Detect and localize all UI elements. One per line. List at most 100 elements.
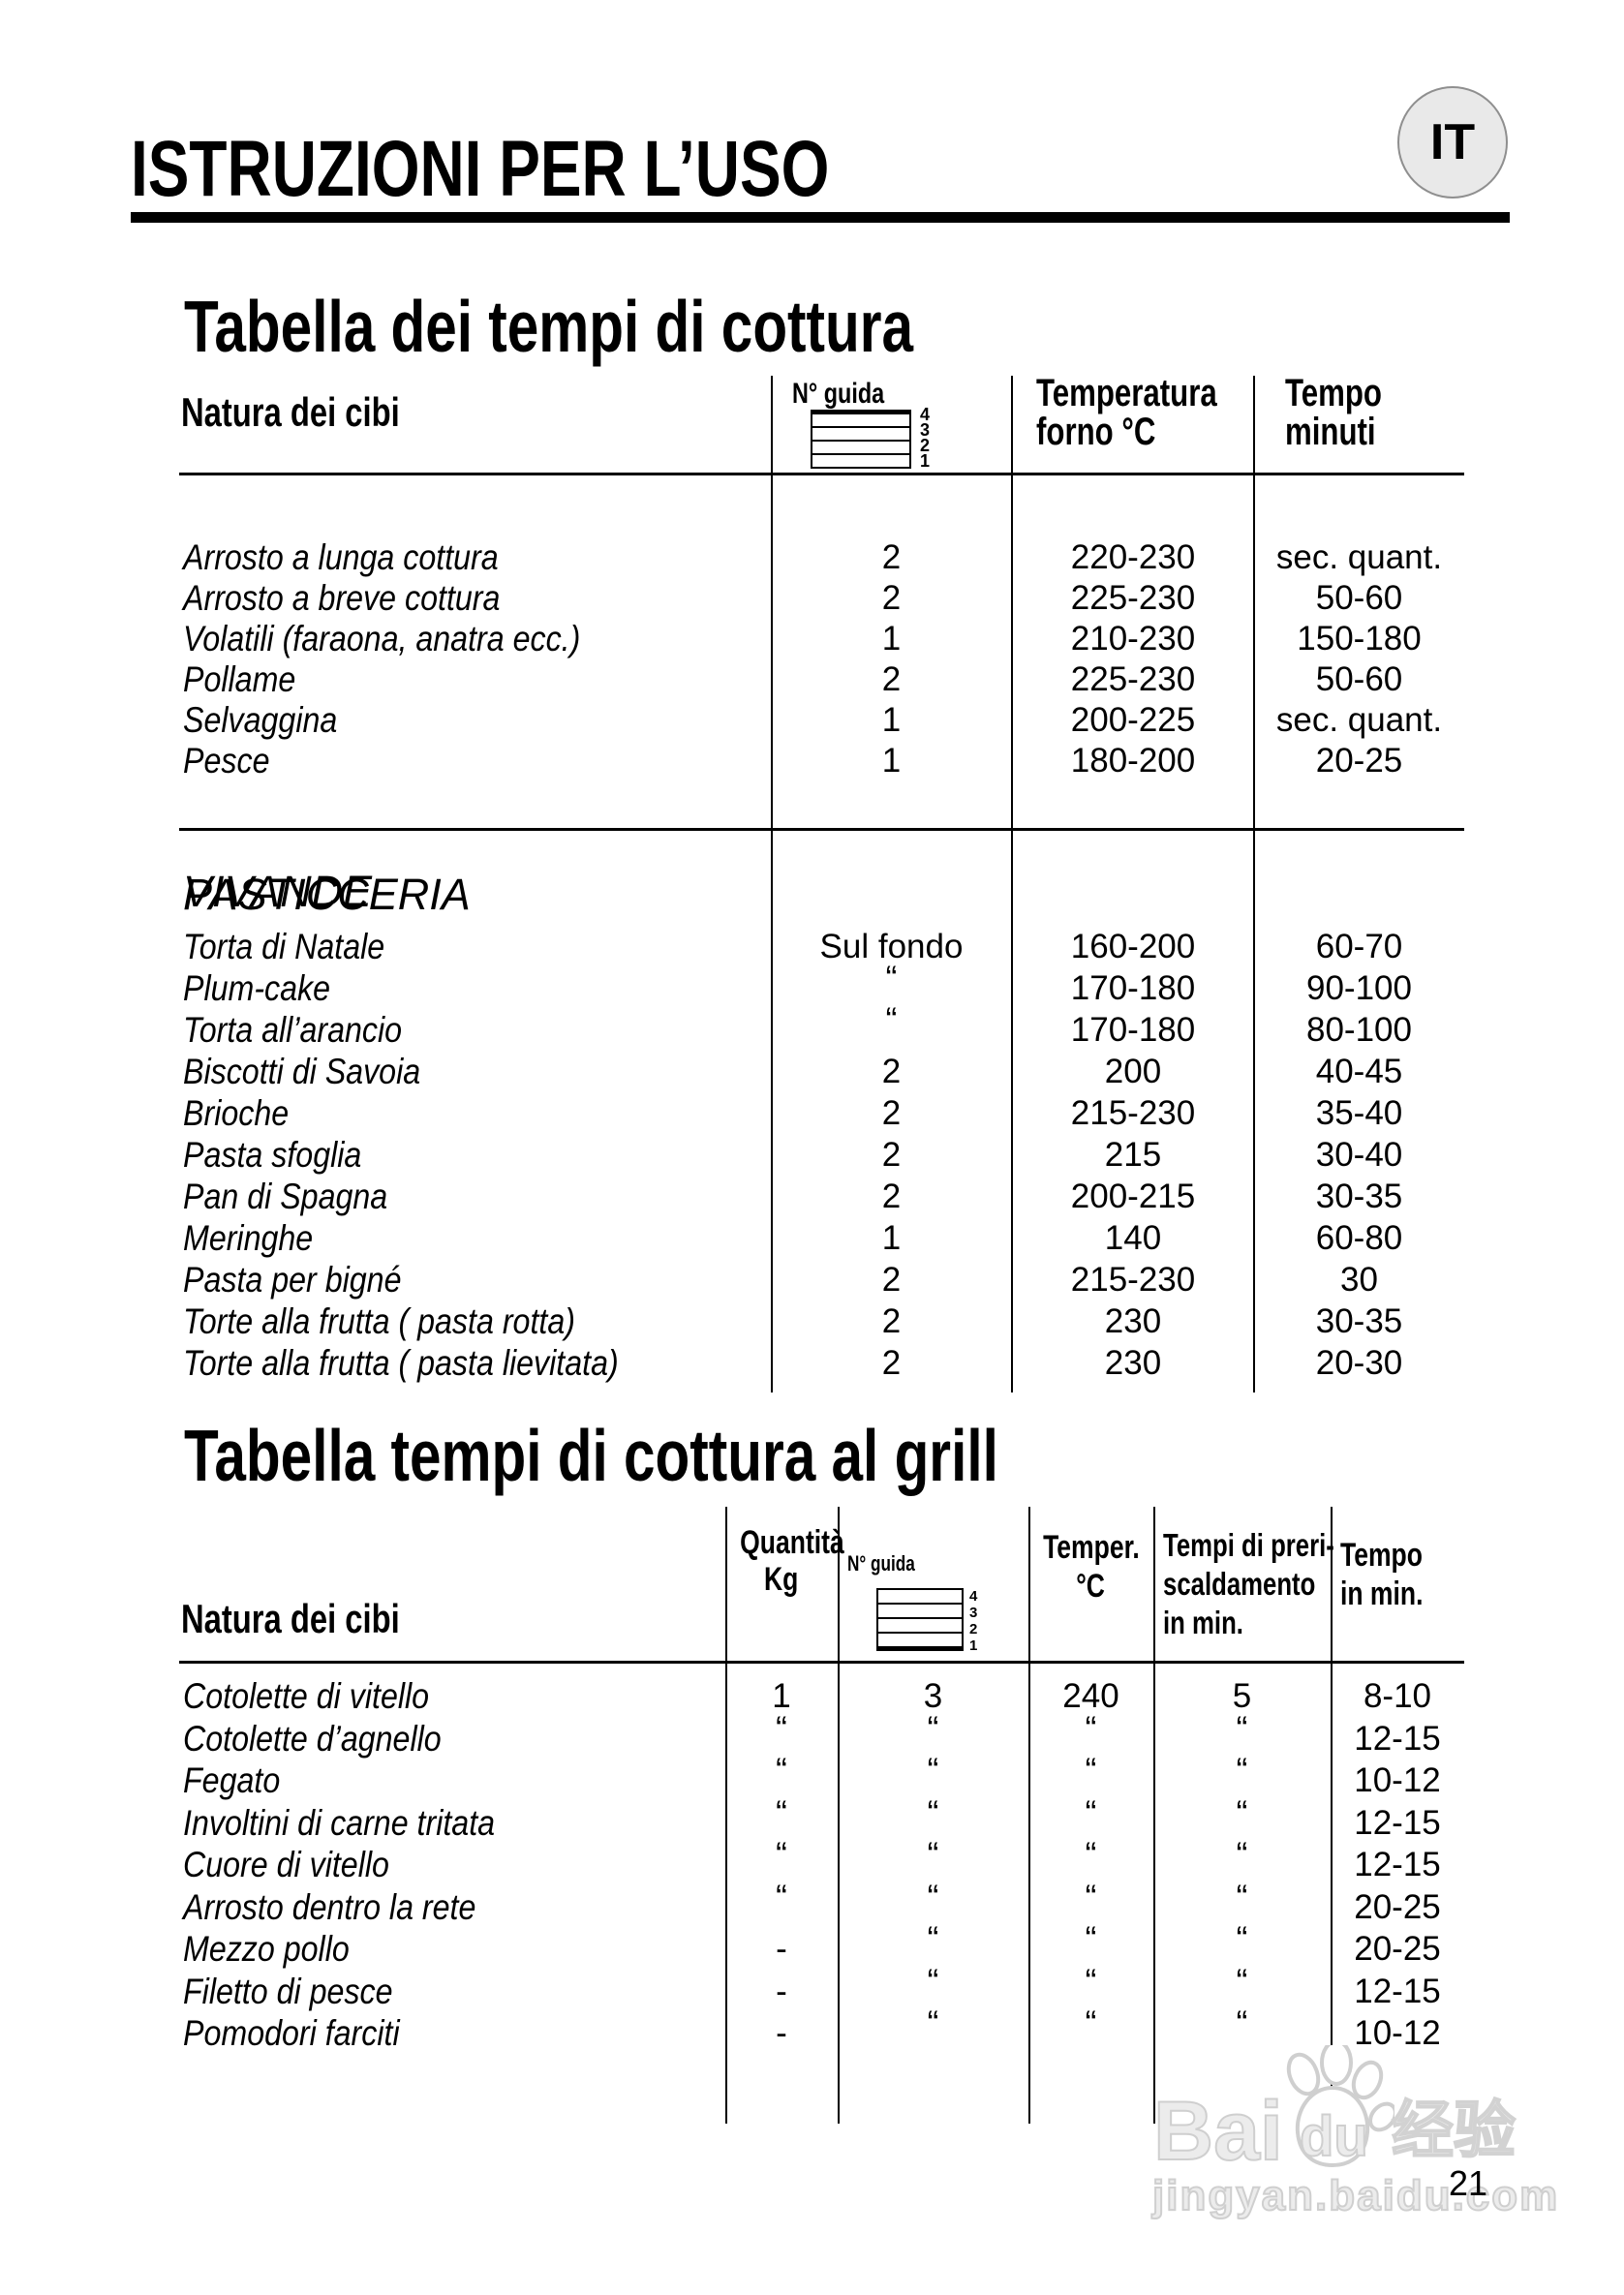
food-name: Meringhe <box>183 1217 314 1258</box>
food-name: Pasta per bigné <box>183 1259 402 1300</box>
column-header-food: Natura dei cibi <box>181 1596 400 1641</box>
guide-value: 1 <box>881 741 902 780</box>
preheat-value: “ <box>1236 1709 1248 1748</box>
column-divider <box>1153 1507 1155 2124</box>
food-name: Brioche <box>183 1092 290 1133</box>
watermark-brand-left: Bai <box>1152 2085 1284 2178</box>
food-name: Plum-cake <box>183 967 331 1008</box>
time-value: 60-70 <box>1315 927 1403 965</box>
time-value: 10-12 <box>1354 1760 1441 1799</box>
guide-value: Sul fondo <box>819 927 964 965</box>
table-row: Torte alla frutta ( pasta rotta) 2 230 3… <box>179 1300 1464 1342</box>
food-name: Pollame <box>183 658 296 699</box>
preheat-value: “ <box>1236 1878 1248 1916</box>
time-value: 12-15 <box>1354 1803 1441 1842</box>
time-value: 12-15 <box>1354 1972 1441 2010</box>
preheat-value: “ <box>1236 1962 1248 2001</box>
food-name: Cuore di vitello <box>183 1844 389 1884</box>
column-header-time: Tempo minuti <box>1285 372 1382 453</box>
food-name: Torte alla frutta ( pasta lievitata) <box>183 1342 619 1383</box>
guide-value: 2 <box>881 1052 902 1090</box>
quantity-value: “ <box>776 1835 787 1874</box>
quantity-value: - <box>776 1929 787 1968</box>
column-divider <box>771 376 773 1392</box>
guide-value: “ <box>927 2004 939 2042</box>
guide-value: “ <box>885 959 898 997</box>
time-value: 20-25 <box>1354 1929 1441 1968</box>
shelf-band <box>878 1634 962 1646</box>
time-value: 30-40 <box>1315 1135 1403 1174</box>
food-name: Cotolette d’agnello <box>183 1718 442 1759</box>
food-name: Torta di Natale <box>183 926 385 966</box>
column-divider <box>1028 1507 1030 2124</box>
guide-value: “ <box>927 1962 939 2001</box>
table-row: Pasta per bigné 2 215-230 30 <box>179 1259 1464 1300</box>
food-name: Pesce <box>183 740 270 780</box>
guide-value: 2 <box>881 578 902 617</box>
temperature-value: “ <box>1085 1709 1097 1748</box>
preheat-value: “ <box>1236 1835 1248 1874</box>
table-row: Pesce 1 180-200 20-25 <box>179 740 1464 781</box>
guide-value: 2 <box>881 1343 902 1382</box>
temperature-value: 215 <box>1104 1135 1162 1174</box>
section-label-vivande: VIVANDE <box>183 867 373 916</box>
guide-value: “ <box>927 1751 939 1790</box>
quantity-value: “ <box>776 1751 787 1790</box>
time-value: 40-45 <box>1315 1052 1403 1090</box>
time-value: sec. quant. <box>1275 537 1443 576</box>
temperature-value: 160-200 <box>1070 927 1196 965</box>
table-row: Brioche 2 215-230 35-40 <box>179 1092 1464 1134</box>
header-divider <box>179 473 1464 475</box>
time-value: 30-35 <box>1315 1177 1403 1215</box>
food-name: Torta all’arancio <box>183 1009 403 1050</box>
food-name: Pan di Spagna <box>183 1176 388 1216</box>
preheat-value: “ <box>1236 2004 1248 2042</box>
temperature-value: 210-230 <box>1070 619 1196 658</box>
food-name: Arrosto dentro la rete <box>183 1886 476 1927</box>
temperature-value: 215-230 <box>1070 1260 1196 1299</box>
shelf-band <box>812 455 909 467</box>
food-name: Fegato <box>183 1760 281 1800</box>
guide-value: 1 <box>881 619 902 658</box>
column-header-temperature: Temperatura forno °C <box>1036 372 1217 453</box>
table-row: Arrosto a breve cottura 2 225-230 50-60 <box>179 577 1464 619</box>
table-row: Cotolette d’agnello “ “ “ “ 12-15 <box>179 1710 1464 1760</box>
time-value: 90-100 <box>1306 968 1412 1007</box>
temperature-value: 200-215 <box>1070 1177 1196 1215</box>
temperature-value: 180-200 <box>1070 741 1196 780</box>
column-header-temperature: Temper. °C <box>1042 1529 1140 1605</box>
column-divider <box>1253 376 1255 1392</box>
table-row: Pan di Spagna 2 200-215 30-35 <box>179 1176 1464 1217</box>
temperature-value: 225-230 <box>1070 659 1196 698</box>
quantity-value: - <box>776 1972 787 2010</box>
shelf-band <box>812 414 909 428</box>
guide-value: “ <box>927 1793 939 1832</box>
table-row: Cotolette di vitello 1 3 240 5 8-10 <box>179 1675 1464 1717</box>
guide-value: “ <box>927 1878 939 1916</box>
table-row: Torta all’arancio “ 170-180 80-100 <box>179 1001 1464 1051</box>
time-value: 35-40 <box>1315 1093 1403 1132</box>
table-row: Pollame 2 225-230 50-60 <box>179 658 1464 700</box>
temperature-value: “ <box>1085 1878 1097 1916</box>
temperature-value: 215-230 <box>1070 1093 1196 1132</box>
guide-value: “ <box>927 1919 939 1958</box>
column-header-quantity: Quantità Kg <box>740 1524 844 1598</box>
guide-value: 1 <box>881 1218 902 1257</box>
temperature-value: “ <box>1085 1793 1097 1832</box>
temperature-value: 200-225 <box>1070 700 1196 739</box>
shelf-band <box>878 1605 962 1619</box>
column-header-preheat: Tempi di preri- scaldamento in min. <box>1163 1527 1334 1640</box>
preheat-value: “ <box>1236 1919 1248 1958</box>
time-value: 20-30 <box>1315 1343 1403 1382</box>
food-name: Torte alla frutta ( pasta rotta) <box>183 1300 575 1341</box>
time-value: 8-10 <box>1363 1676 1432 1715</box>
food-name: Mezzo pollo <box>183 1928 350 1969</box>
column-header-guide: N° guida <box>847 1551 915 1576</box>
table-row: Mezzo pollo - “ “ “ 20-25 <box>179 1920 1464 1970</box>
column-header-time: Tempo in min. <box>1340 1537 1424 1612</box>
grill-times-table: Natura dei cibi Quantità Kg N° guida 4 3… <box>179 1507 1464 2127</box>
preheat-value: “ <box>1236 1793 1248 1832</box>
guide-value: 2 <box>881 1301 902 1340</box>
time-value: 12-15 <box>1354 1845 1441 1883</box>
